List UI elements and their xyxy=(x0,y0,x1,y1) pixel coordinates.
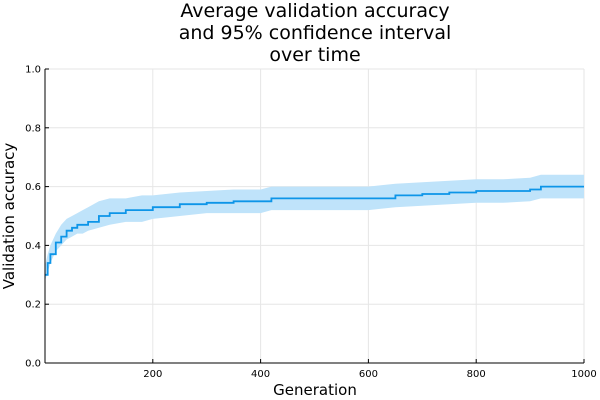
x-axis-label: Generation xyxy=(273,381,357,399)
y-tick-label-0: 0.0 xyxy=(25,359,41,370)
chart-title-line-2: and 95% confidence interval xyxy=(179,22,452,44)
confidence-band xyxy=(45,174,584,281)
y-axis-label: Validation accuracy xyxy=(0,143,18,290)
x-tick-label-3: 800 xyxy=(467,369,486,380)
confidence-band-layer xyxy=(45,174,584,281)
y-tick-label-2: 0.4 xyxy=(25,241,41,252)
chart-title-line-1: Average validation accuracy xyxy=(180,0,449,22)
y-tick-label-4: 0.8 xyxy=(25,123,41,134)
mean-line-layer xyxy=(45,185,584,276)
y-tick-label-1: 0.2 xyxy=(25,300,41,311)
mean-accuracy-line xyxy=(45,185,584,276)
chart-title-line-3: over time xyxy=(269,44,360,66)
x-tick-label-1: 400 xyxy=(251,369,270,380)
x-tick-labels: 200 400 600 800 1000 xyxy=(143,369,596,380)
axes xyxy=(44,68,585,364)
y-tick-label-5: 1.0 xyxy=(25,65,41,76)
x-tick-label-4: 1000 xyxy=(571,369,596,380)
y-tick-labels: 0.0 0.2 0.4 0.6 0.8 1.0 xyxy=(25,65,41,370)
x-tick-label-0: 200 xyxy=(143,369,162,380)
x-tick-label-2: 600 xyxy=(359,369,378,380)
y-tick-label-3: 0.6 xyxy=(25,182,41,193)
